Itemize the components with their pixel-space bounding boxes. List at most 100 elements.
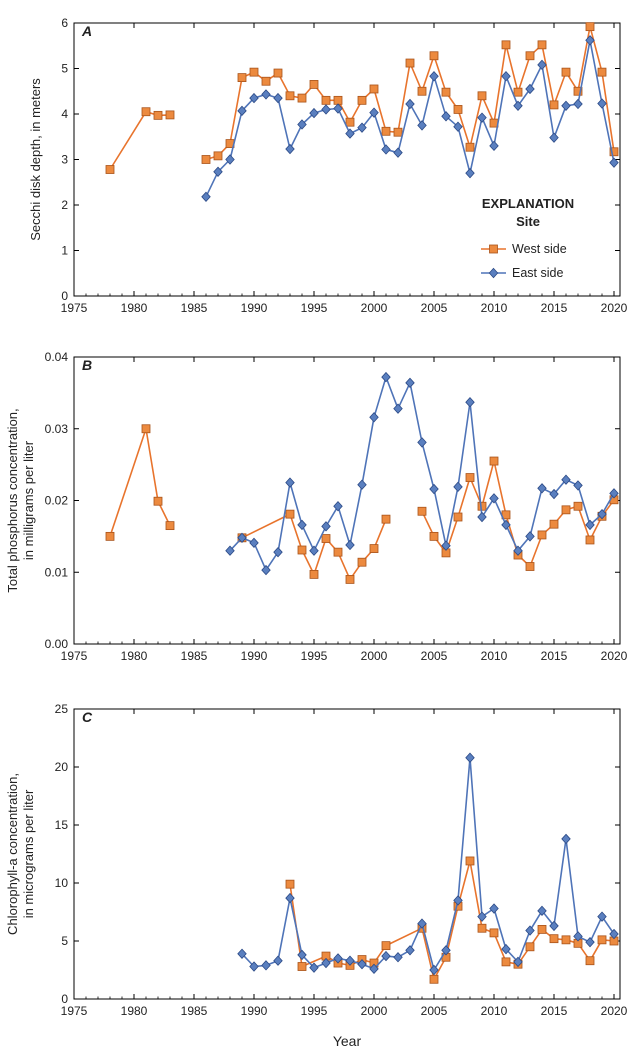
data-point-east [549,920,559,932]
data-point-west [513,87,523,97]
data-point-west [561,935,571,945]
data-point-east [393,147,403,158]
data-point-west [213,151,223,161]
data-point-east [249,92,259,104]
x-tick-label: 2000 [361,301,388,315]
y-tick-label: 1 [61,244,68,258]
data-point-east [573,98,583,110]
data-point-west [537,40,547,50]
legend-marker-east [488,267,499,279]
data-point-east [237,105,247,117]
x-tick-label: 2005 [421,301,448,315]
data-point-east [429,483,439,495]
legend-label-east: East side [512,266,563,280]
x-tick-label: 1990 [241,301,268,315]
y-tick-label: 25 [55,702,69,716]
data-point-west [573,86,583,96]
data-point-east [309,107,319,119]
data-point-west [453,512,463,522]
x-tick-label: 2010 [481,649,508,663]
data-point-east [441,540,451,551]
data-point-west [525,51,535,61]
data-point-west [381,941,391,951]
y-tick-label: 4 [61,107,68,121]
data-point-east [441,945,451,956]
x-axis-label: Year [333,1033,362,1049]
data-point-west [345,117,355,127]
x-tick-label: 1985 [181,301,208,315]
x-tick-label: 1975 [61,301,88,315]
data-point-east [333,953,343,964]
data-point-east [225,154,235,165]
data-point-west [597,935,607,945]
x-tick-label: 1995 [301,649,328,663]
data-point-east [357,479,367,490]
data-point-west [381,514,391,524]
y-tick-label: 0.01 [45,565,69,579]
data-point-east [561,474,571,485]
y-tick-label: 2 [61,198,68,212]
y-tick-label: 0 [61,289,68,303]
data-point-west [381,126,391,136]
y-axis-label: Secchi disk depth, in meters [28,78,43,241]
data-point-east [429,964,439,976]
data-point-east [453,121,463,132]
data-point-west [597,67,607,77]
data-point-east [261,564,271,576]
data-point-east [573,931,583,942]
data-point-east [549,488,559,500]
y-tick-label: 3 [61,153,68,167]
data-point-east [597,98,607,109]
data-point-east [225,545,235,556]
data-point-east [477,911,487,922]
data-point-east [477,511,487,523]
data-point-east [609,157,619,168]
data-point-east [597,508,607,520]
data-point-west [345,575,355,584]
data-point-west [165,521,175,531]
data-point-east [261,89,271,100]
data-point-west [477,923,487,933]
y-tick-label: 5 [61,934,68,948]
data-point-west [105,531,115,541]
x-tick-label: 2015 [541,649,568,663]
panel-label: A [81,23,92,39]
data-point-east [597,911,607,922]
data-point-east [513,545,523,556]
series-line-west [109,427,171,537]
data-point-west [405,58,415,68]
data-point-west [105,165,115,174]
data-point-east [585,936,595,948]
x-tick-label: 2005 [421,649,448,663]
data-point-east [357,122,367,133]
y-axis-label: Total phosphorus concentration, [5,408,20,592]
data-point-east [417,120,427,131]
x-tick-label: 1975 [61,1004,88,1018]
data-point-west [609,147,619,157]
data-point-east [465,397,475,408]
data-point-east [441,111,451,122]
data-point-west [297,962,307,971]
data-point-west [477,91,487,101]
y-tick-label: 0.00 [45,637,69,651]
y-tick-label: 0.04 [45,350,69,364]
y-tick-label: 15 [55,818,69,832]
plot-frame [73,708,621,1000]
data-point-west [501,40,511,50]
x-tick-label: 2000 [361,1004,388,1018]
data-point-east [489,903,499,914]
x-tick-label: 1990 [241,1004,268,1018]
data-point-east [285,477,295,488]
data-point-west [453,105,463,114]
data-point-east [345,539,355,551]
data-point-east [465,752,475,763]
data-point-east [321,521,331,532]
data-point-east [261,960,271,971]
data-point-east [585,35,595,46]
data-point-west [237,73,247,82]
data-point-east [333,103,343,114]
data-point-east [417,437,427,448]
panel-label: C [82,709,93,725]
data-point-west [417,506,427,516]
